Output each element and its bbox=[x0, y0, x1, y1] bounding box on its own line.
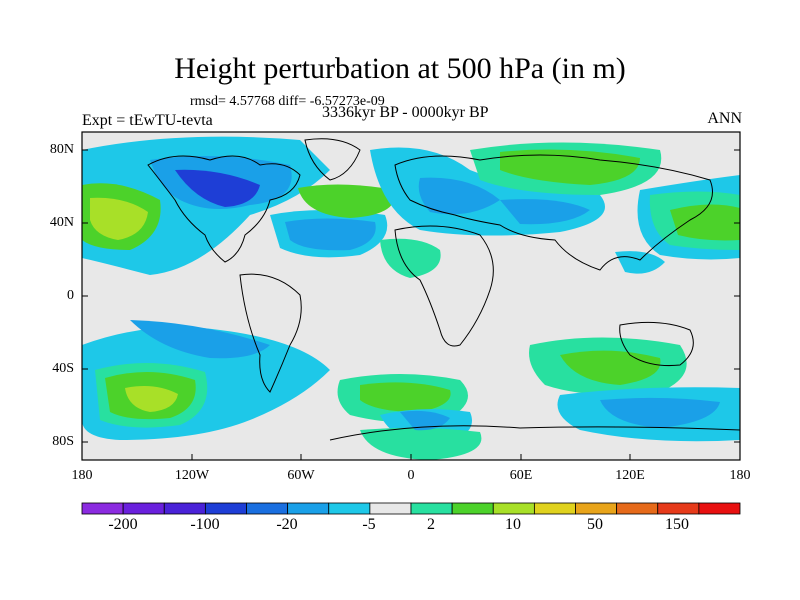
tick-marks bbox=[81, 149, 741, 460]
contour-region bbox=[125, 386, 178, 412]
europe-asia-coast bbox=[394, 154, 713, 271]
colorbar-box bbox=[287, 502, 330, 515]
africa-coast bbox=[394, 225, 494, 347]
period-label: 3336kyr BP - 0000kyr BP bbox=[322, 104, 489, 121]
experiment-label: Expt = tEwTU-tevta bbox=[82, 112, 213, 129]
contour-region bbox=[418, 177, 500, 215]
colorbar-box bbox=[451, 502, 494, 515]
colorbar-label: 150 bbox=[665, 516, 689, 533]
contour-field bbox=[82, 132, 740, 460]
lat-tick-label: 80N bbox=[49, 142, 74, 157]
lon-tick-label: 60E bbox=[509, 468, 533, 483]
colorbar-box bbox=[246, 502, 289, 515]
colorbar-label: 50 bbox=[587, 516, 603, 533]
colorbar-box bbox=[492, 502, 535, 515]
contour-region bbox=[285, 218, 376, 251]
lon-tick-label: 120E bbox=[615, 468, 645, 483]
contour-region bbox=[175, 169, 260, 207]
colorbar-box bbox=[122, 502, 165, 515]
colorbar-box bbox=[657, 502, 700, 515]
contour-region bbox=[670, 204, 740, 241]
colorbar-box bbox=[328, 502, 371, 515]
contour-region bbox=[360, 427, 482, 460]
contour-region bbox=[560, 350, 661, 385]
lon-tick-label: 120W bbox=[174, 468, 210, 483]
lat-tick-label: 80S bbox=[52, 434, 74, 449]
greenland-coast bbox=[304, 138, 361, 181]
colorbar-box bbox=[410, 502, 453, 515]
colorbar-label: 2 bbox=[427, 516, 435, 533]
contour-region bbox=[90, 197, 148, 240]
contour-region bbox=[380, 238, 441, 278]
stats-line: rmsd= 4.57768 diff= -6.57273e-09 bbox=[190, 94, 385, 109]
colorbar bbox=[81, 502, 741, 515]
australia-coast bbox=[619, 321, 694, 366]
colorbar-label: -20 bbox=[276, 516, 298, 533]
contour-region bbox=[500, 149, 640, 185]
colorbar-box bbox=[575, 502, 618, 515]
contour-region bbox=[400, 410, 450, 431]
contour-region bbox=[298, 184, 396, 218]
colorbar-box bbox=[369, 502, 412, 515]
lon-tick-label: 180 bbox=[729, 468, 751, 483]
contour-region bbox=[500, 199, 590, 225]
lat-tick-label: 40S bbox=[52, 361, 74, 376]
colorbar-box bbox=[698, 502, 741, 515]
colorbar-label: -100 bbox=[190, 516, 220, 533]
contour-region bbox=[130, 320, 270, 359]
colorbar-label: -5 bbox=[362, 516, 376, 533]
lat-tick-label: 40N bbox=[49, 215, 74, 230]
lon-tick-label: 0 bbox=[407, 468, 415, 483]
colorbar-label: 10 bbox=[505, 516, 521, 533]
plot-title: Height perturbation at 500 hPa (in m) bbox=[174, 52, 626, 85]
season-label: ANN bbox=[707, 110, 742, 127]
north-america-coast bbox=[147, 155, 301, 263]
contour-region bbox=[600, 397, 720, 428]
colorbar-box bbox=[533, 502, 576, 515]
colorbar-box bbox=[163, 502, 206, 515]
colorbar-box bbox=[616, 502, 659, 515]
colorbar-box bbox=[204, 502, 247, 515]
lon-tick-label: 60W bbox=[287, 468, 315, 483]
lat-tick-label: 0 bbox=[67, 288, 74, 303]
lon-tick-label: 180 bbox=[71, 468, 93, 483]
contour-region bbox=[360, 382, 451, 412]
coastlines bbox=[147, 138, 740, 441]
colorbar-label: -200 bbox=[108, 516, 138, 533]
colorbar-box bbox=[81, 502, 124, 515]
antarctica-coast bbox=[329, 425, 740, 441]
south-america-coast bbox=[239, 273, 302, 393]
